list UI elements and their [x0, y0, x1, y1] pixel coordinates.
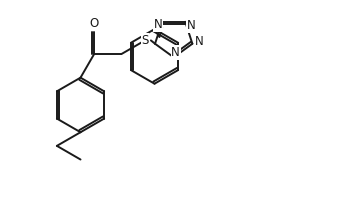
Text: S: S	[142, 34, 149, 47]
Text: N: N	[195, 35, 203, 48]
Text: N: N	[154, 18, 163, 31]
Text: N: N	[187, 19, 195, 32]
Text: O: O	[89, 17, 99, 30]
Text: N: N	[171, 46, 180, 59]
